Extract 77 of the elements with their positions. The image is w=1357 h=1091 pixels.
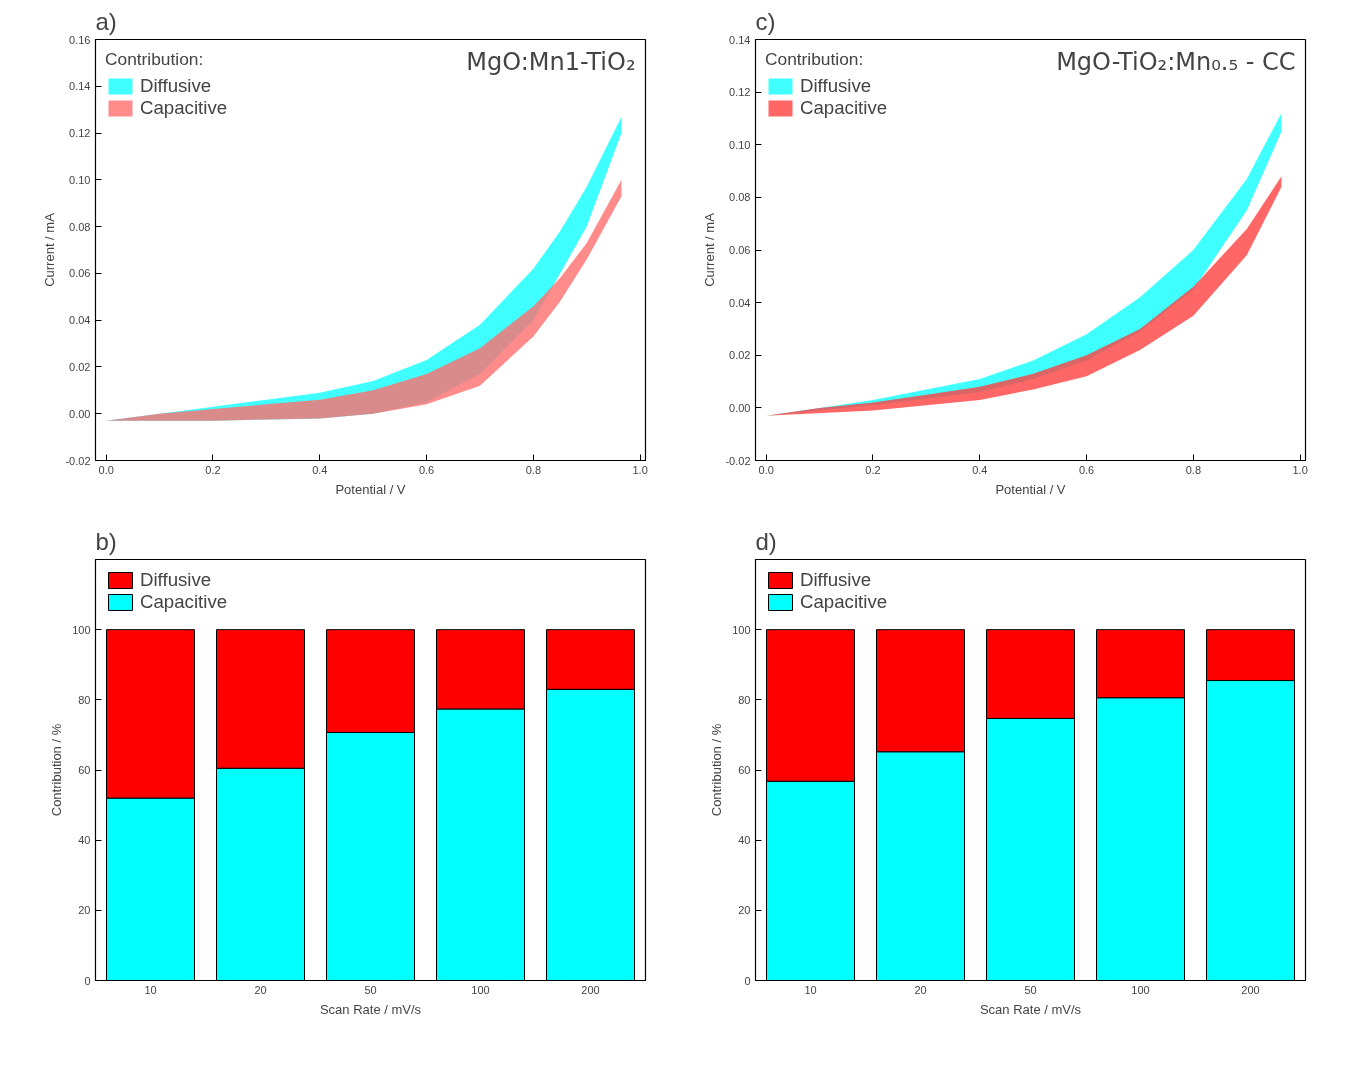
y-tick-label: 0.00 [69, 407, 91, 420]
y-tick-label: 60 [78, 764, 91, 776]
x-tick-label: 50 [364, 983, 377, 996]
y-tick-label: 0.06 [729, 244, 751, 256]
y-tick-label: 0.00 [729, 401, 751, 414]
y-tick-label: 0.10 [729, 138, 751, 151]
text: c) [755, 7, 776, 35]
x-tick-label: 0.0 [758, 463, 774, 476]
y-tick-label: 0.08 [69, 220, 91, 233]
legend-label: Capacitive [800, 97, 888, 119]
x-tick-label: 0.8 [525, 463, 542, 476]
y-tick-label: 0.14 [69, 80, 91, 93]
y-tick-label: 60 [738, 764, 751, 776]
legend-label: Capacitive [140, 591, 228, 613]
x-tick-label: 0.8 [1185, 463, 1202, 476]
y-tick-label: 20 [738, 904, 751, 917]
x-tick-label: 0.6 [418, 463, 435, 476]
y-tick-label: 40 [78, 834, 91, 847]
y-tick-label: -0.02 [725, 454, 751, 467]
x-tick-label: 20 [914, 983, 927, 996]
y-tick-label: 0 [84, 974, 91, 987]
legend-label: Diffusive [800, 569, 872, 591]
y-tick-label: 40 [738, 834, 751, 847]
y-tick-label: 0.04 [729, 296, 751, 309]
legend-label: Capacitive [140, 97, 228, 119]
x-tick-label: 0.6 [1078, 463, 1095, 476]
y-axis-title: Contribution / % [49, 723, 65, 817]
x-tick-label: 200 [581, 983, 600, 996]
y-tick-label: 0 [744, 974, 751, 987]
y-tick-label: 0.12 [69, 127, 91, 140]
y-axis-title: Contribution / % [709, 723, 725, 817]
x-tick-label: 0.4 [312, 463, 328, 476]
y-tick-label: 80 [738, 693, 751, 706]
x-tick-label: 0.2 [865, 463, 881, 476]
y-tick-label: 0.04 [69, 314, 91, 327]
x-axis-title: Scan Rate / mV/s [319, 1001, 422, 1017]
x-tick-label: 20 [254, 983, 267, 996]
y-tick-label: -0.02 [65, 454, 91, 467]
x-axis-title: Potential / V [995, 481, 1066, 497]
y-axis-title: Current / mA [42, 212, 58, 287]
x-axis-title: Potential / V [335, 481, 406, 497]
y-tick-label: 100 [72, 623, 91, 636]
text: d) [755, 527, 777, 555]
x-tick-label: 100 [471, 983, 490, 996]
annotation: MgO-TiO₂:Mn₀.₅ - CC [1056, 47, 1296, 76]
y-tick-label: 0.08 [729, 191, 751, 204]
x-tick-label: 0.0 [98, 463, 114, 476]
y-tick-label: 0.12 [729, 86, 751, 99]
y-tick-label: 0.02 [69, 360, 91, 373]
x-tick-label: 50 [1024, 983, 1037, 996]
x-tick-label: 200 [1241, 983, 1260, 996]
legend-label: Diffusive [140, 75, 212, 97]
x-tick-label: 0.4 [972, 463, 988, 476]
y-tick-label: 0.02 [729, 349, 751, 362]
y-axis-title: Current / mA [702, 212, 718, 287]
x-tick-label: 10 [144, 983, 157, 996]
x-axis-title: Scan Rate / mV/s [979, 1001, 1082, 1017]
y-tick-label: 0.06 [69, 267, 91, 280]
x-tick-label: 1.0 [632, 463, 648, 476]
y-tick-label: 0.14 [729, 33, 751, 46]
legend-label: Diffusive [800, 75, 872, 97]
x-tick-label: 1.0 [1292, 463, 1308, 476]
legend-title: Contribution: [105, 49, 205, 70]
legend-label: Capacitive [800, 591, 888, 613]
y-tick-label: 80 [78, 693, 91, 706]
text: b) [95, 527, 117, 555]
legend-title: Contribution: [765, 49, 865, 70]
text: a) [95, 7, 117, 35]
x-tick-label: 0.2 [205, 463, 221, 476]
y-tick-label: 100 [732, 623, 751, 636]
x-tick-label: 10 [804, 983, 817, 996]
y-tick-label: 0.16 [69, 33, 91, 46]
x-tick-label: 100 [1131, 983, 1150, 996]
y-tick-label: 0.10 [69, 173, 91, 186]
y-tick-label: 20 [78, 904, 91, 917]
annotation: MgO:Mn1-TiO₂ [466, 47, 636, 76]
legend-label: Diffusive [140, 569, 212, 591]
